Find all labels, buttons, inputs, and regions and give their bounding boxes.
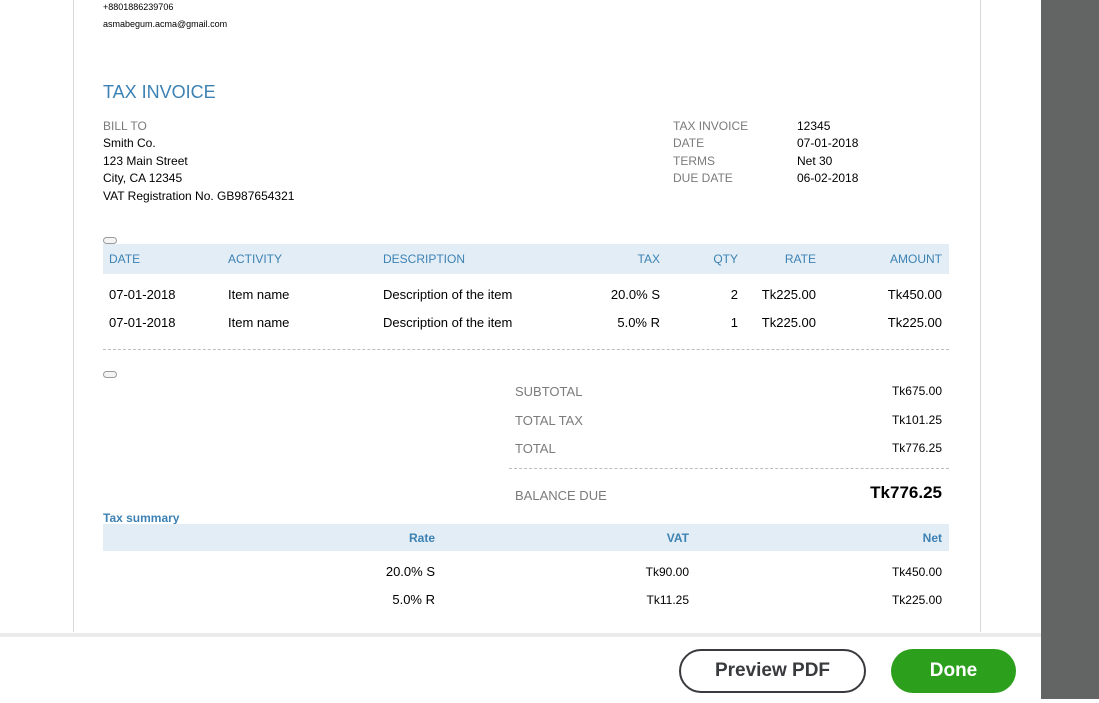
invoice-title: TAX INVOICE [103,82,216,102]
bill-to-name: Smith Co. [103,136,156,150]
row-amount: Tk450.00 [887,287,942,302]
row-tax: 20.0% S [610,287,660,302]
row-description: Description of the item [383,315,513,330]
bill-to-label: BILL TO [103,119,147,133]
col-date: DATE [109,252,141,266]
preview-pdf-button[interactable]: Preview PDF [679,649,866,693]
col-rate: Rate [408,531,435,545]
section-handle[interactable] [103,237,117,244]
meta-value-invoice-no: 12345 [797,119,831,133]
row-qty: 1 [730,315,738,330]
row-activity: Item name [228,315,290,330]
total-label: TOTAL [515,441,556,456]
col-description: DESCRIPTION [383,252,466,266]
meta-label-due-date: DUE DATE [673,171,733,185]
row-date: 07-01-2018 [109,315,176,330]
col-tax: TAX [637,252,660,266]
items-table-header: DATE ACTIVITY DESCRIPTION TAX QTY RATE A… [103,244,949,274]
balance-due-label: BALANCE DUE [515,488,607,503]
done-button[interactable]: Done [891,649,1016,693]
total-value: Tk776.25 [891,441,942,455]
tax-vat: Tk90.00 [645,565,689,579]
col-rate: RATE [784,252,816,266]
footer-bar: Preview PDF Done [0,633,1041,703]
row-description: Description of the item [383,287,513,302]
divider [103,349,949,350]
section-handle[interactable] [103,371,117,378]
col-amount: AMOUNT [890,252,942,266]
tax-summary-title: Tax summary [103,511,180,525]
bill-to-city: City, CA 12345 [103,171,183,185]
row-date: 07-01-2018 [109,287,176,302]
divider [509,468,949,469]
meta-label-terms: TERMS [673,154,715,168]
meta-value-date: 07-01-2018 [797,136,859,150]
subtotal-value: Tk675.00 [891,384,942,398]
col-vat: VAT [666,531,689,545]
company-email: asmabegum.acma@gmail.com [103,19,228,29]
subtotal-label: SUBTOTAL [515,384,583,399]
row-activity: Item name [228,287,290,302]
row-tax: 5.0% R [617,315,660,330]
company-phone: +8801886239706 [103,2,174,12]
tax-net: Tk450.00 [891,565,942,579]
col-qty: QTY [713,252,738,266]
bill-to-street: 123 Main Street [103,154,188,168]
row-amount: Tk225.00 [887,315,942,330]
side-panel [1041,0,1099,699]
row-rate: Tk225.00 [761,287,816,302]
meta-label-date: DATE [673,136,705,150]
col-net: Net [922,531,942,545]
total-tax-label: TOTAL TAX [515,413,583,428]
tax-rate: 5.0% R [392,592,435,607]
meta-label-invoice-no: TAX INVOICE [673,119,749,133]
bill-to-vat: VAT Registration No. GB987654321 [103,189,295,203]
tax-vat: Tk11.25 [646,593,689,607]
meta-value-due-date: 06-02-2018 [797,171,859,185]
tax-rate: 20.0% S [385,564,435,579]
tax-summary-header: Rate VAT Net [103,524,949,551]
total-tax-value: Tk101.25 [891,413,942,427]
tax-net: Tk225.00 [891,593,942,607]
balance-due-value: Tk776.25 [870,483,942,502]
row-qty: 2 [730,287,738,302]
row-rate: Tk225.00 [761,315,816,330]
col-activity: ACTIVITY [228,252,283,266]
meta-value-terms: Net 30 [797,154,833,168]
